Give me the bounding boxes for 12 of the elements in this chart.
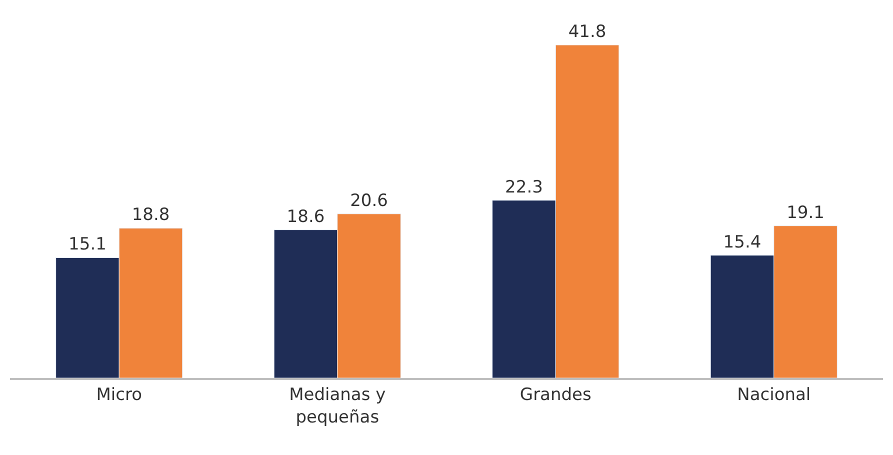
x-tick-label: Nacional bbox=[737, 385, 811, 406]
data-label: 19.1 bbox=[786, 202, 824, 223]
data-label: 15.4 bbox=[723, 232, 762, 252]
x-tick-label: Medianas y pequeñas bbox=[289, 385, 386, 428]
data-label: 18.6 bbox=[286, 206, 325, 227]
data-label: 22.3 bbox=[505, 177, 543, 198]
data-label: 18.8 bbox=[132, 205, 170, 226]
data-label: 15.1 bbox=[68, 234, 106, 255]
data-label: 41.8 bbox=[568, 22, 606, 42]
x-tick-label: Micro bbox=[96, 385, 142, 406]
x-tick-label: Grandes bbox=[520, 385, 592, 406]
data-label: 20.6 bbox=[350, 190, 388, 211]
